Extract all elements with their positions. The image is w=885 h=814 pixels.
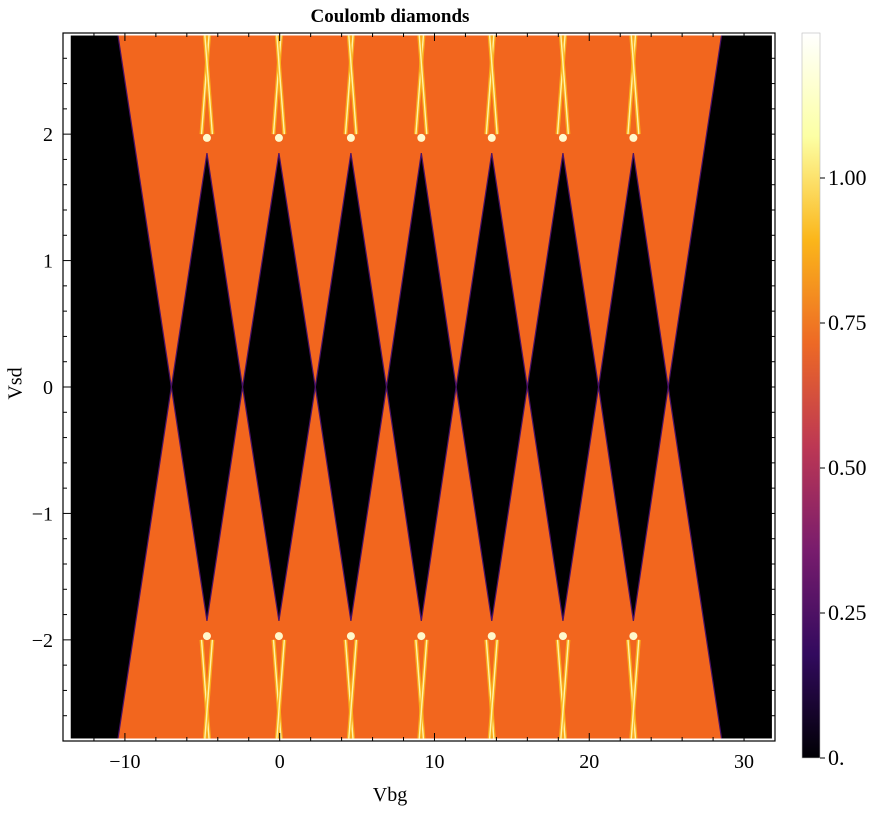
resonance-line-core <box>418 35 428 135</box>
diamond-edge <box>117 386 172 739</box>
x-tick-label: 20 <box>579 751 599 773</box>
y-tick-label: −2 <box>32 630 53 652</box>
resonance-crossing <box>487 133 496 142</box>
resonance-line-core <box>418 639 428 739</box>
resonance-line-core <box>204 35 214 135</box>
resonance-line-core <box>630 639 640 739</box>
resonance-line-core <box>488 35 498 135</box>
resonance-line-core <box>204 639 214 739</box>
colorbar-tick-label: 0.75 <box>828 310 867 335</box>
resonance-crossing <box>202 133 211 142</box>
resonance-line-core <box>348 35 358 135</box>
resonance-line-core <box>488 639 498 739</box>
resonance-line-core <box>276 639 286 739</box>
colorbar-tick-label: 1.00 <box>828 165 867 190</box>
x-axis-label: Vbg <box>372 784 408 806</box>
resonance-crossing <box>346 632 355 641</box>
colorbar-tick-label: 0. <box>828 745 845 770</box>
diamond-edge <box>667 386 723 739</box>
diamond-edge <box>667 35 723 388</box>
colorbar-tick-label: 0.25 <box>828 600 867 625</box>
chart-title: Coulomb diamonds <box>310 6 470 27</box>
resonance-crossing <box>274 133 283 142</box>
resonance-line-core <box>276 35 286 135</box>
resonance-crossing <box>417 632 426 641</box>
resonance-crossing <box>417 133 426 142</box>
resonance-line-core <box>348 639 358 739</box>
resonance-crossing <box>629 133 638 142</box>
x-tick-label: 10 <box>424 751 444 773</box>
diamond-edge <box>117 35 172 388</box>
y-tick-label: 2 <box>43 124 53 146</box>
x-tick-label: 0 <box>275 751 285 773</box>
y-tick-label: −1 <box>32 503 53 525</box>
resonance-crossing <box>558 632 567 641</box>
resonance-crossing <box>558 133 567 142</box>
resonance-line-core <box>560 35 570 135</box>
colorbar-tick-label: 0.50 <box>828 455 867 480</box>
y-axis-label: Vsd <box>4 367 27 400</box>
resonance-crossing <box>629 632 638 641</box>
resonance-line-core <box>560 639 570 739</box>
x-tick-label: −10 <box>109 751 140 773</box>
x-tick-label: 30 <box>734 751 754 773</box>
resonance-line-core <box>630 35 640 135</box>
y-tick-label: 0 <box>43 377 53 399</box>
y-tick-label: 1 <box>43 251 53 273</box>
resonance-crossing <box>202 632 211 641</box>
resonance-crossing <box>487 632 496 641</box>
colorbar-frame <box>801 32 821 759</box>
colorbar <box>802 33 820 758</box>
resonance-crossing <box>346 133 355 142</box>
resonance-crossing <box>274 632 283 641</box>
